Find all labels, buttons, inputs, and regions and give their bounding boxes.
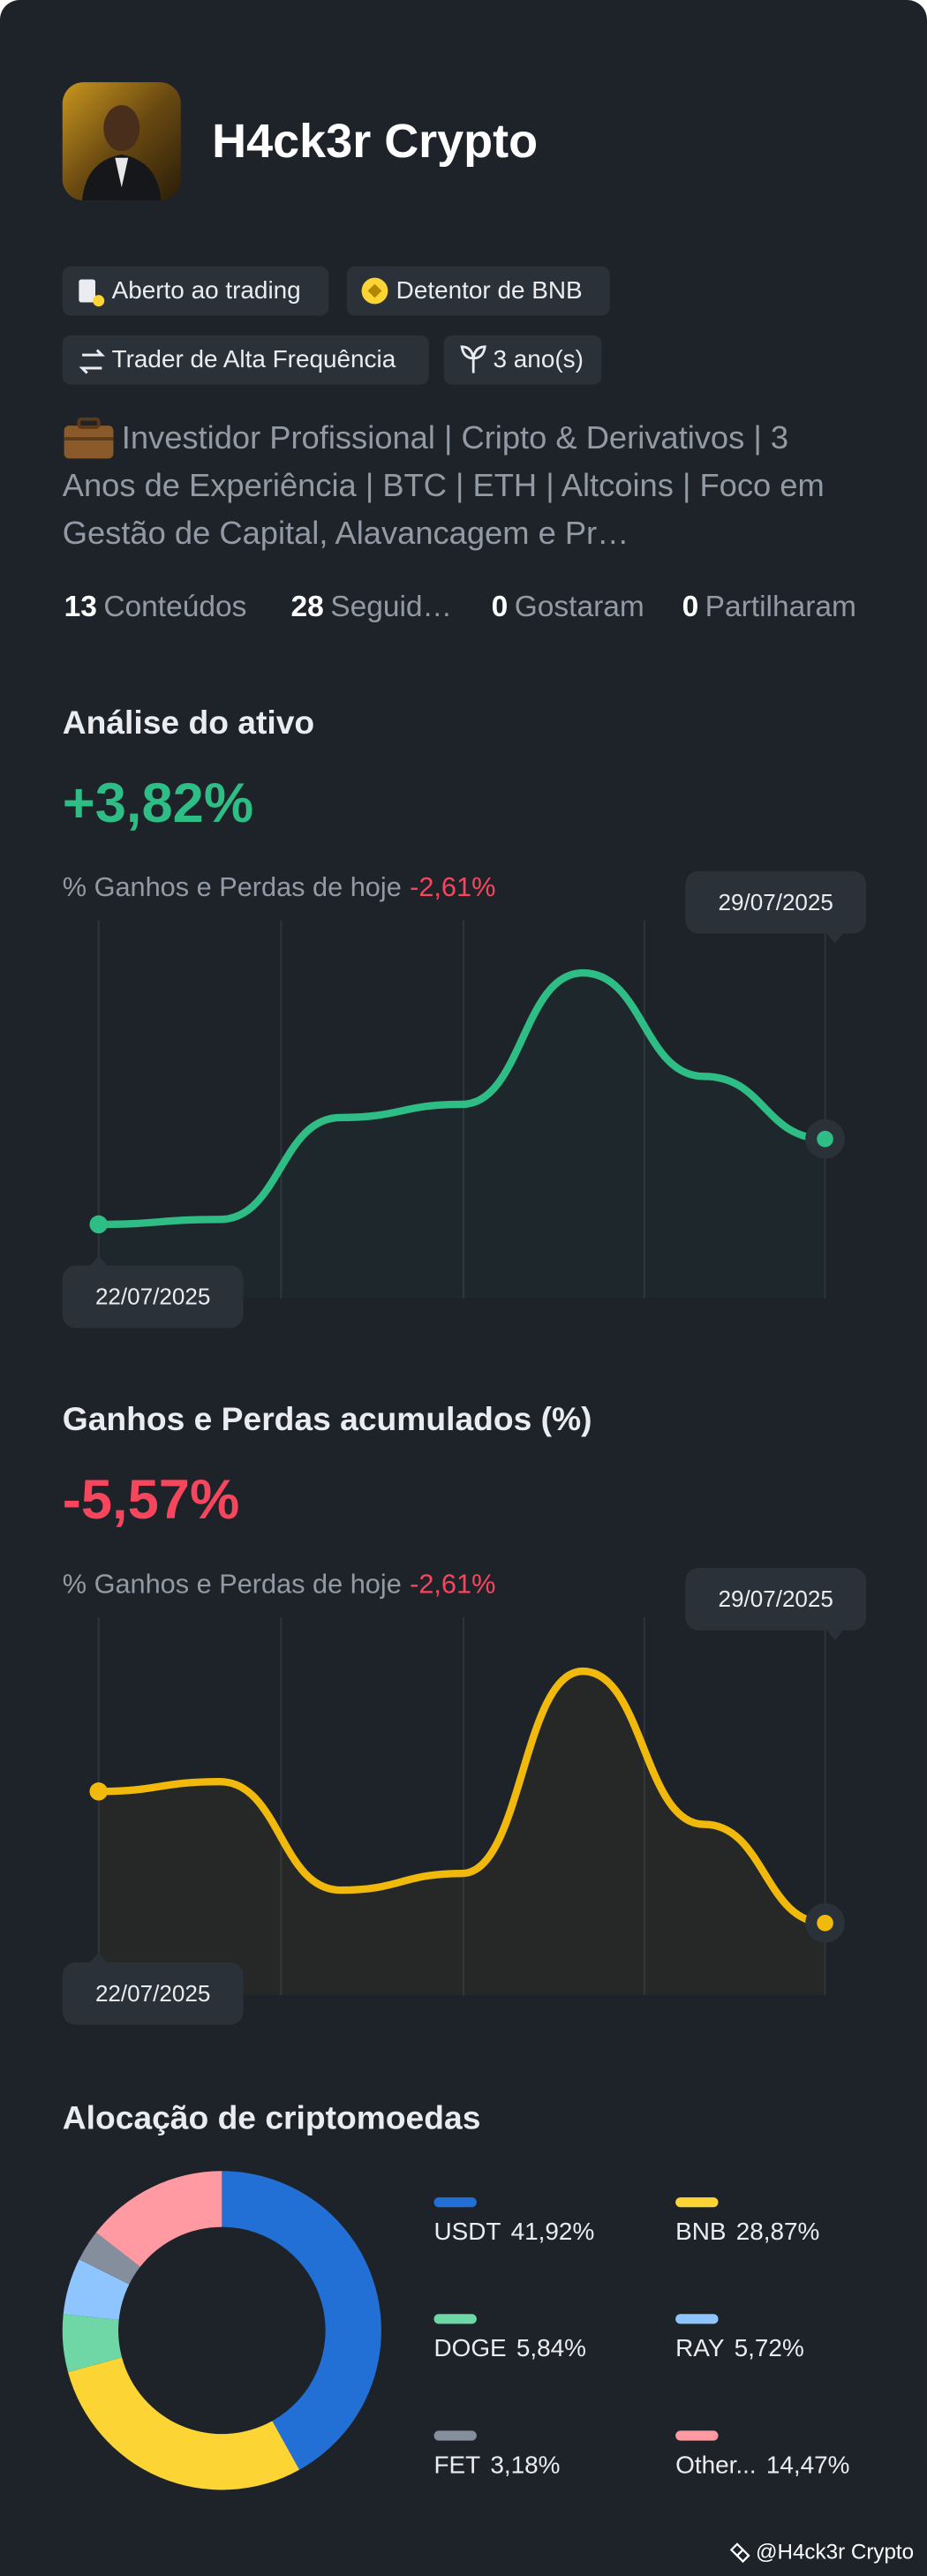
end-point — [817, 1914, 833, 1932]
profile-name: H4ck3r Crypto — [212, 115, 538, 168]
legend-swatch — [433, 2430, 477, 2441]
tooltip-pointer — [90, 1255, 108, 1266]
today-change: % Ganhos e Perdas de hoje -2,61% — [63, 871, 496, 902]
donut-slice[interactable] — [63, 2259, 130, 2320]
stat-value: 28 — [291, 591, 324, 623]
legend-entry[interactable]: Other... 14,47% — [675, 2452, 849, 2479]
chart-section: Ganhos e Perdas acumulados (%) -5,57% % Ga… — [62, 1400, 867, 2025]
legend-name: FET — [433, 2452, 480, 2479]
tag-label: Trader de Alta Frequência — [112, 345, 396, 373]
today-value: -2,61% — [410, 871, 495, 902]
legend-swatch — [433, 2197, 477, 2208]
tag-label: 3 ano(s) — [494, 345, 584, 373]
legend-entry[interactable]: DOGE 5,84% — [433, 2335, 585, 2362]
tag-label: Detentor de BNB — [396, 276, 583, 304]
donut-slice[interactable] — [68, 2357, 300, 2490]
stat-value: 0 — [492, 591, 509, 623]
section-title: Ganhos e Perdas acumulados (%) — [63, 1400, 592, 1437]
bio: Investidor Profissional | Cripto & Deriv… — [62, 420, 825, 553]
donut-slice[interactable] — [79, 2232, 140, 2285]
headline-change: -5,57% — [63, 1469, 240, 1531]
legend-name: Other... — [675, 2452, 757, 2479]
footer-handle: @H4ck3r Crypto — [756, 2541, 914, 2565]
date-label: 22/07/2025 — [95, 1980, 210, 2007]
stat[interactable]: 0 Gostaram — [492, 591, 644, 623]
legend-entry[interactable]: BNB 28,87% — [675, 2218, 819, 2245]
legend-entry[interactable]: FET 3,18% — [433, 2452, 560, 2479]
legend-entry[interactable]: RAY 5,72% — [675, 2335, 804, 2362]
stat-value: 0 — [682, 591, 699, 623]
legend-swatch — [675, 2430, 719, 2441]
charts: Análise do ativo +3,82% % Ganhos e Perdas … — [62, 704, 867, 2490]
tooltip-pointer — [826, 1630, 844, 1640]
date-label: 29/07/2025 — [719, 1586, 833, 1612]
tooltip-pointer — [90, 1952, 108, 1962]
tag: Aberto ao trading — [62, 266, 329, 316]
end-point — [817, 1130, 833, 1148]
bio-icon — [64, 417, 114, 459]
donut-slice[interactable] — [222, 2171, 381, 2470]
legend-name: DOGE — [433, 2335, 506, 2362]
legend-name: BNB — [675, 2218, 726, 2245]
date-tooltip — [62, 1265, 244, 1329]
line — [94, 1667, 829, 1927]
stat-label: Conteúdos — [103, 591, 246, 623]
tag: Detentor de BNB — [346, 266, 610, 316]
stat[interactable]: 28 Seguid… — [291, 591, 453, 623]
headline-change: +3,82% — [63, 772, 253, 834]
stat-label: Seguid… — [330, 591, 452, 623]
donut-slice[interactable] — [95, 2171, 222, 2267]
stats: 13 Conteúdos 28 Seguid… 0 Gostaram 0 Partilhara… — [64, 591, 856, 623]
today-change: % Ganhos e Perdas de hoje -2,61% — [63, 1569, 496, 1600]
date-tooltip — [62, 1962, 244, 2025]
bio-box: Investidor Profissional | Cripto & Deriv… — [62, 420, 825, 553]
legend-swatch — [675, 2197, 719, 2208]
today-value: -2,61% — [410, 1569, 495, 1600]
tag: Trader de Alta Frequência — [62, 335, 429, 385]
legend-value: 14,47% — [766, 2452, 850, 2479]
legend-value: 5,84% — [516, 2335, 586, 2362]
line — [94, 968, 829, 1229]
legend-value: 41,92% — [511, 2218, 595, 2245]
legend-value: 3,18% — [490, 2452, 560, 2479]
stat[interactable]: 0 Partilharam — [682, 591, 856, 623]
date-label: 22/07/2025 — [95, 1284, 210, 1310]
chart-section: Análise do ativo +3,82% % Ganhos e Perdas … — [62, 704, 867, 1329]
stat-value: 13 — [64, 591, 97, 623]
date-label: 29/07/2025 — [719, 889, 833, 915]
tooltip-pointer — [826, 933, 844, 944]
legend-name: USDT — [433, 2218, 501, 2245]
legend-swatch — [433, 2314, 477, 2324]
chart-section: Alocação de criptomoedas USDT 41,92% BNB 28,… — [62, 2098, 849, 2490]
donut-slice[interactable] — [62, 2314, 123, 2373]
legend-value: 28,87% — [736, 2218, 820, 2245]
today-label: % Ganhos e Perdas de hoje — [63, 1569, 402, 1600]
date-tooltip — [685, 1568, 867, 1631]
footer-logo — [729, 2542, 750, 2564]
section-title: Análise do ativo — [63, 704, 314, 741]
start-point — [89, 1215, 108, 1234]
tag: 3 ano(s) — [443, 335, 602, 385]
section-title: Alocação de criptomoedas — [63, 2098, 481, 2135]
legend-swatch — [675, 2314, 719, 2324]
tag-label: Aberto ao trading — [112, 276, 301, 304]
stat-label: Gostaram — [515, 591, 644, 623]
line-area — [98, 973, 825, 1299]
card-background-bottom — [0, 2465, 927, 2576]
date-tooltip — [685, 870, 867, 934]
stat[interactable]: 13 Conteúdos — [64, 591, 247, 623]
start-point — [89, 1782, 108, 1801]
legend-name: RAY — [675, 2335, 724, 2362]
today-label: % Ganhos e Perdas de hoje — [63, 871, 402, 902]
avatar[interactable] — [62, 82, 181, 201]
stat-label: Partilharam — [705, 591, 856, 623]
legend-entry[interactable]: USDT 41,92% — [433, 2218, 594, 2245]
legend-value: 5,72% — [735, 2335, 804, 2362]
